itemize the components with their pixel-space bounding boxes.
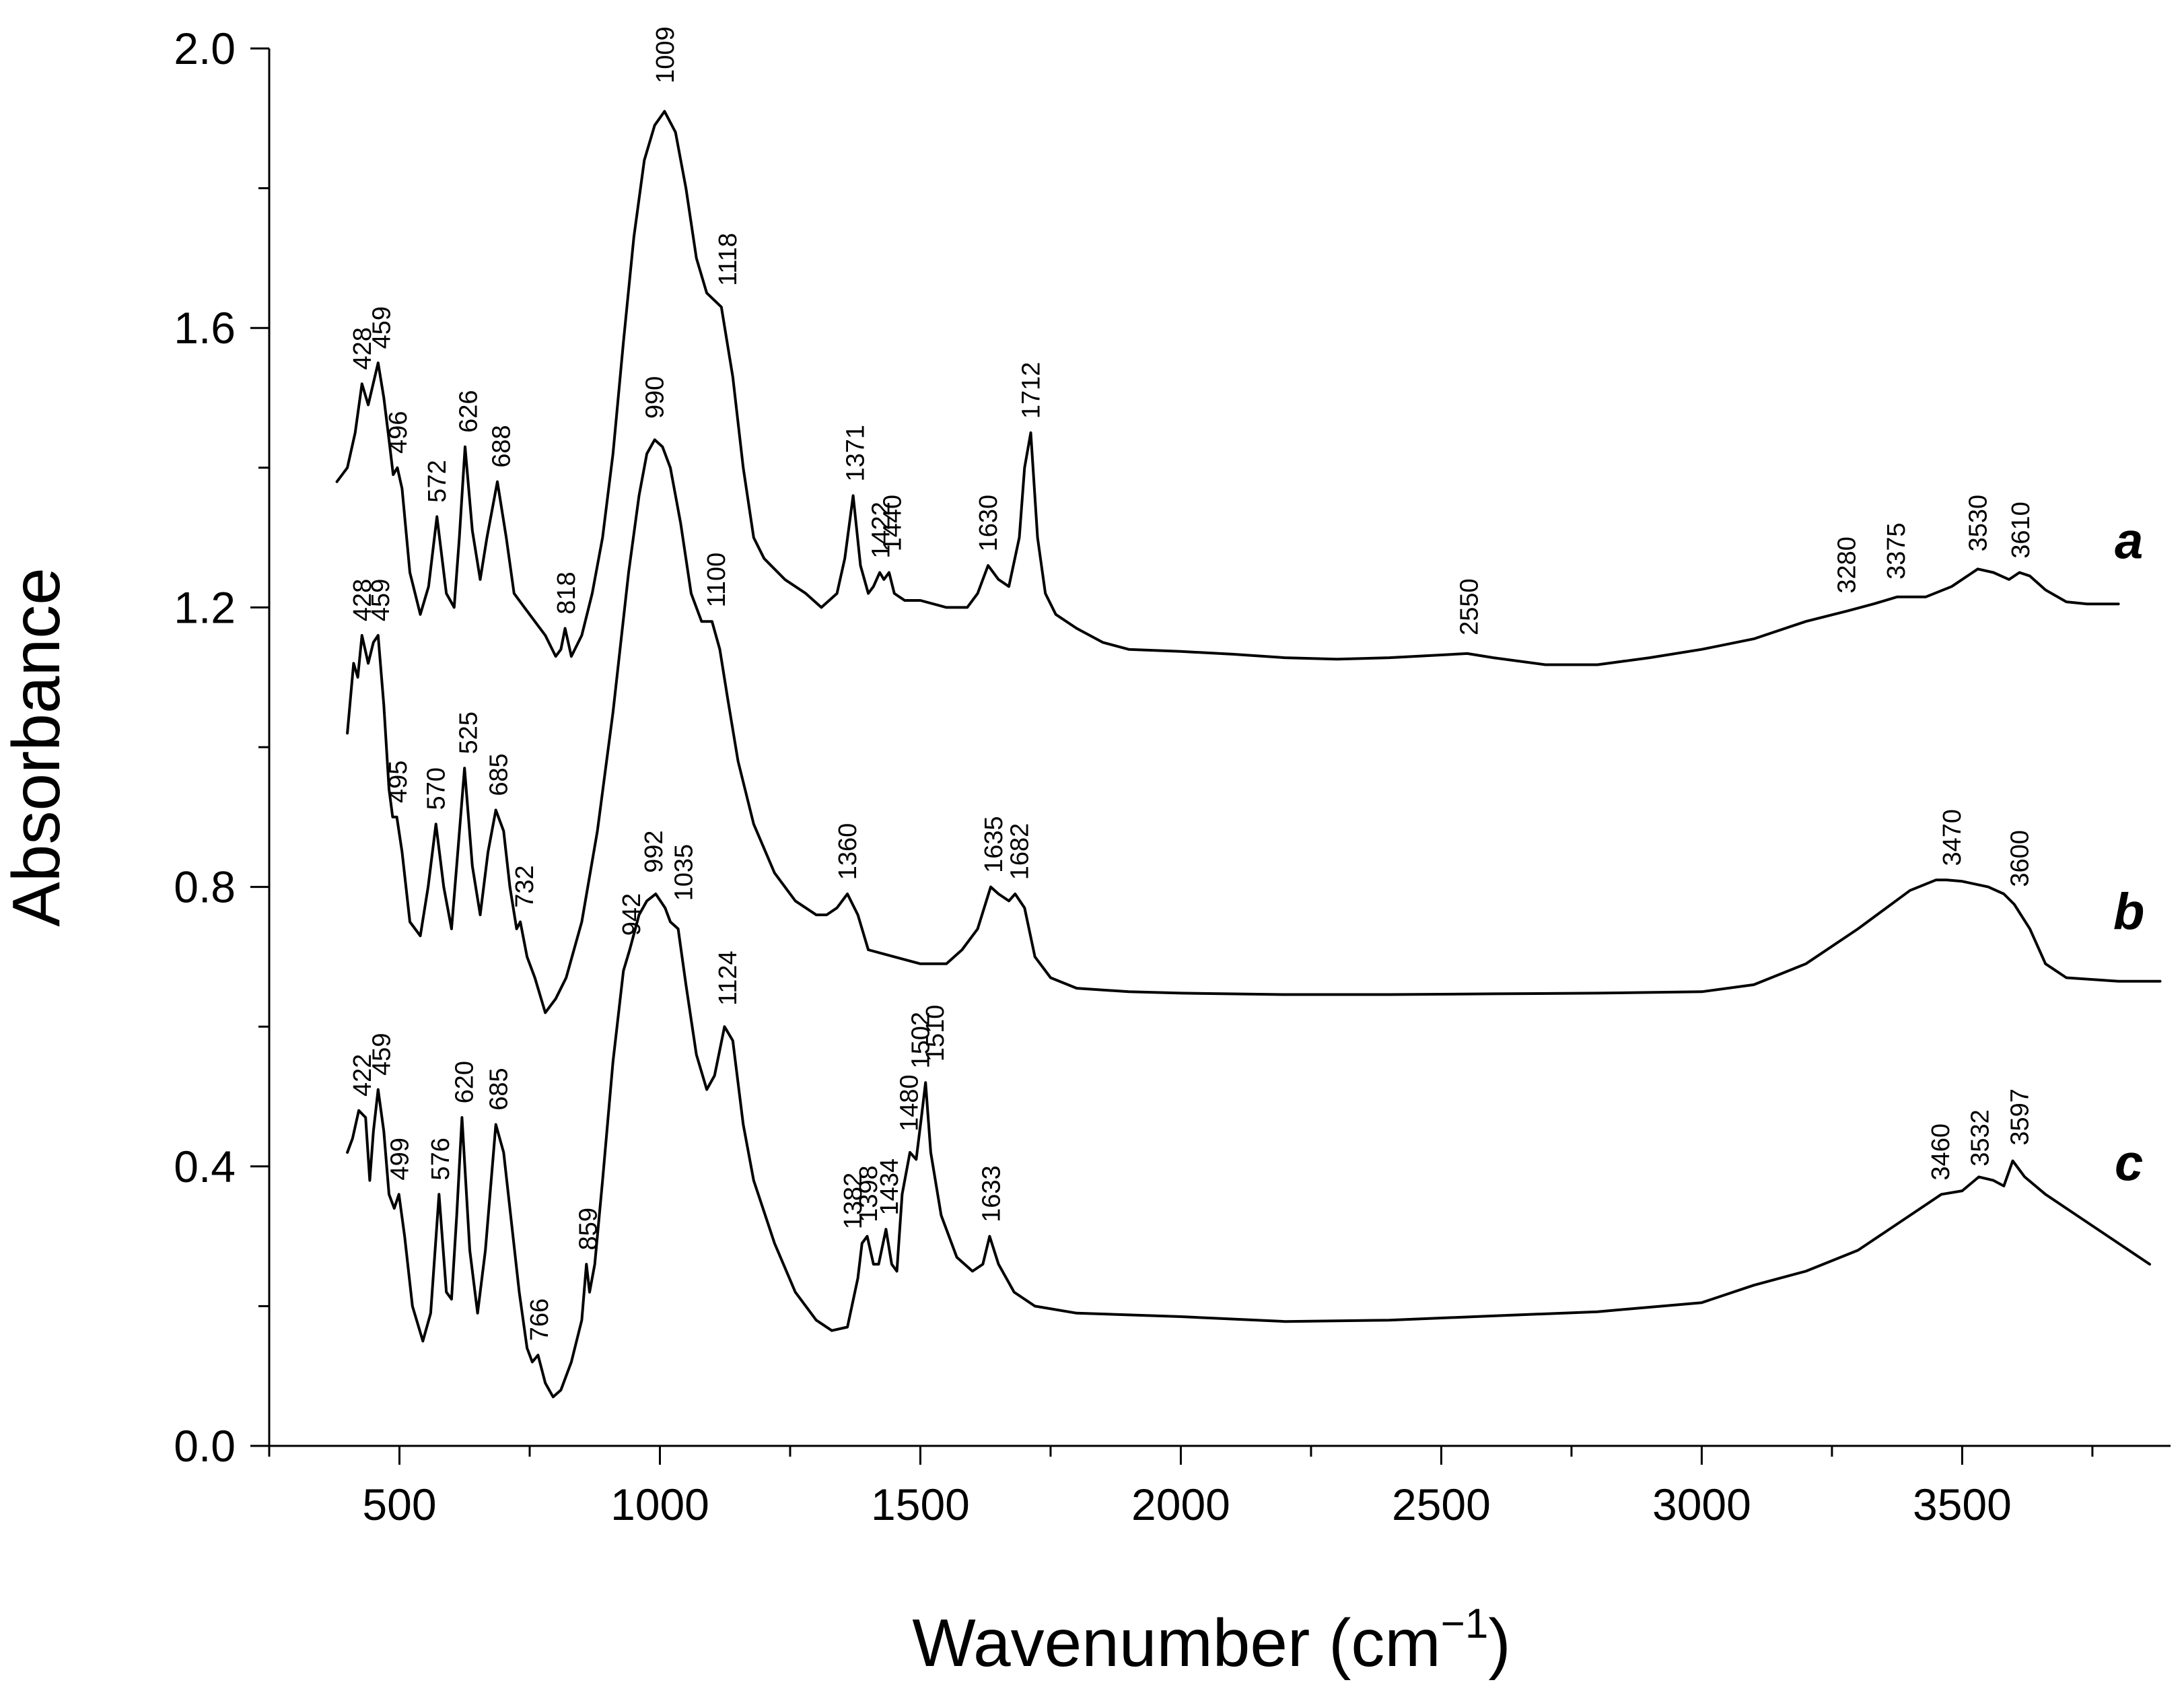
peak-label: 992 [640,830,668,872]
peak-label: 1440 [879,495,907,552]
axes [268,48,2171,1447]
tick-labels: 500 1000 1500 2000 2500 3000 3500 0.0 0.4 0.8 1.2 1… [174,24,2012,1529]
series-labels: a b c [2113,513,2144,1192]
peak-label: 732 [511,865,539,907]
peak-label: 3600 [2006,830,2035,887]
peak-label: 572 [423,460,452,502]
peak-label: 1035 [670,844,698,901]
peak-label: 3532 [1967,1109,1995,1167]
peak-label: 1009 [651,26,680,83]
peak-label: 459 [367,1033,396,1075]
peak-label: 1360 [834,823,862,880]
x-tick-label: 3000 [1652,1480,1751,1529]
peak-label: 1502 [907,1012,935,1069]
peak-label: 1712 [1018,362,1046,419]
peak-label: 459 [367,306,396,349]
peak-label: 859 [575,1208,603,1250]
peak-label: 1118 [714,233,742,286]
peak-label: 3610 [2007,501,2035,559]
series-label-a: a [2115,513,2143,570]
y-tick-label: 0.0 [174,1421,236,1471]
series-label-c: c [2115,1135,2143,1192]
peak-label: 3530 [1965,495,1993,552]
peak-label: 1371 [842,425,870,482]
peak-label: 428 [349,327,377,370]
y-tick-label: 0.8 [174,862,236,912]
peak-label: 3597 [2006,1088,2035,1146]
y-tick-label: 2.0 [174,24,236,73]
peak-label: 1382 [839,1173,868,1230]
peak-label: 1434 [876,1158,904,1216]
y-axis-title: Absorbance [0,567,74,927]
x-axis-title-main: Wavenumber (cm [912,1605,1440,1681]
peak-label: 1124 [714,950,742,1006]
peak-label: 1635 [980,816,1008,873]
peak-label: 525 [455,711,483,754]
x-axis-title-close: ) [1488,1605,1510,1681]
peak-label: 2550 [1455,578,1483,635]
x-axis-title-superscript: −1 [1441,1601,1489,1647]
peak-label: 570 [423,767,451,810]
peak-label: 3375 [1882,522,1911,580]
spectrum-a-line [335,110,2120,666]
peak-label: 428 [349,579,377,621]
peak-label: 3460 [1927,1123,1955,1181]
peak-label: 1100 [703,553,731,608]
peak-label: 3470 [1938,809,1967,866]
peak-label: 1682 [1006,823,1034,880]
spectra [335,110,2162,1399]
peak-label: 1630 [975,495,1003,552]
peak-label: 1398 [855,1165,883,1222]
peak-label: 620 [450,1061,479,1103]
x-tick-label: 1000 [610,1480,709,1529]
peak-label: 990 [641,376,670,419]
x-axis-title: Wavenumber (cm−1) [912,1601,1510,1681]
peak-annotations: 1009111842845949657262668881899013711422… [349,26,2035,1341]
y-tick-label: 1.6 [174,303,236,353]
peak-label: 3280 [1833,536,1862,594]
peak-label: 496 [384,411,413,454]
peak-label: 1422 [868,501,896,559]
x-tick-label: 3500 [1913,1480,2012,1529]
peak-label: 1510 [921,1005,950,1062]
x-tick-label: 2000 [1131,1480,1230,1529]
peak-label: 422 [349,1054,377,1097]
y-tick-label: 1.2 [174,582,236,632]
peak-label: 685 [485,1068,514,1110]
peak-label: 459 [367,579,395,621]
peak-label: 766 [526,1298,554,1341]
peak-label: 1480 [895,1074,923,1132]
x-tick-label: 1500 [871,1480,970,1529]
x-tick-label: 500 [362,1480,436,1529]
spectrum-b-line [346,438,2162,1014]
y-tick-label: 0.4 [174,1142,236,1191]
peak-label: 818 [553,571,581,614]
peak-label: 685 [485,753,514,796]
peak-label: 495 [384,761,413,803]
peak-label: 576 [427,1138,455,1180]
spectrum-c-line [346,893,2151,1399]
peak-label: 1633 [978,1165,1006,1222]
x-tick-label: 2500 [1392,1480,1491,1529]
peak-label: 626 [455,390,483,432]
peak-label: 688 [487,425,516,467]
peak-label: 499 [386,1138,414,1180]
ticks [250,47,2094,1465]
series-label-b: b [2113,883,2144,940]
peak-label: 942 [618,893,646,936]
